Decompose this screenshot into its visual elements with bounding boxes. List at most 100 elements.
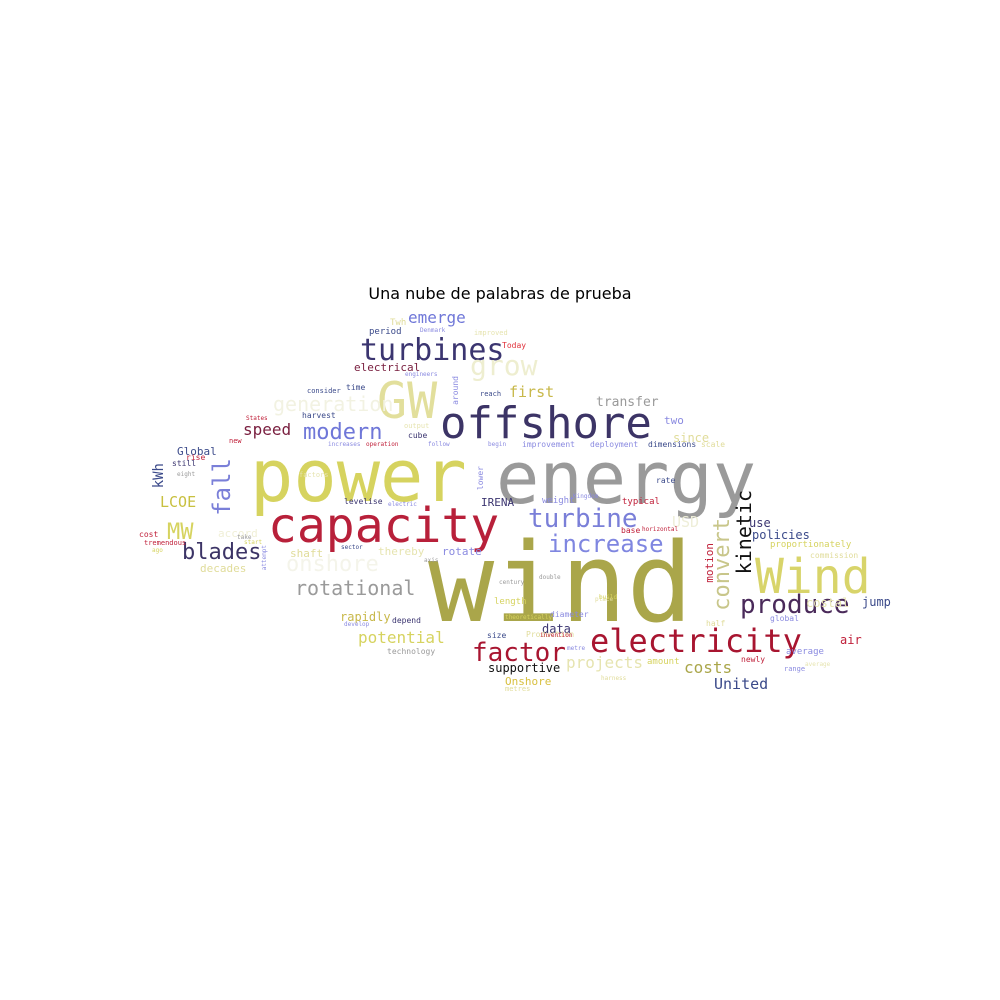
page-title: Una nube de palabras de prueba [368, 284, 632, 303]
word-transfer: transfer [596, 395, 659, 410]
word-increases: increases [328, 441, 361, 448]
word-policies: policies [752, 528, 810, 542]
word-mw: MW [167, 520, 194, 545]
word-generation: generation [273, 392, 394, 416]
word-accord: accord [218, 527, 258, 540]
word-modern: modern [303, 420, 383, 445]
word-output: output [404, 422, 430, 430]
word-develop: develop [344, 621, 370, 628]
word-eight: eight [177, 471, 196, 478]
word-electric: electric [388, 501, 417, 508]
word-fall: fall [208, 458, 236, 516]
word-usd: USD [672, 513, 700, 531]
word-capacity: capacity [268, 498, 500, 554]
word-projects: projects [566, 653, 644, 672]
word-cost: cost [139, 530, 159, 539]
word-thereby: thereby [378, 545, 425, 558]
word-turbines: turbines [360, 333, 505, 368]
word-electricity: electricity [590, 622, 802, 660]
word-air: air [840, 633, 862, 647]
word-length: length [494, 597, 527, 607]
word-weight: weight [542, 496, 575, 506]
word-motion: motion [703, 543, 716, 583]
word-costal: costal [806, 596, 850, 610]
word-factors: factors [299, 471, 329, 479]
word-turbine: turbine [528, 504, 638, 534]
word-states: States [246, 415, 268, 422]
word-average: average [786, 647, 824, 657]
word-build: build [599, 594, 618, 601]
word-potential: potential [358, 628, 445, 647]
word-metres: metres [505, 685, 531, 693]
word-since: since [673, 431, 710, 445]
word-begin: begin [488, 441, 507, 448]
word-century: century [499, 579, 525, 586]
word-wind: Wind [755, 549, 871, 605]
word-shaft: shaft [290, 547, 324, 560]
word-improvement: improvement [522, 440, 575, 449]
word-typical: typical [622, 497, 660, 507]
word-gw: GW [377, 372, 438, 430]
word-improved: improved [474, 329, 508, 337]
word-factor: factor [472, 638, 566, 668]
word-proportionately: proportionately [770, 540, 852, 550]
word-amount: amount [647, 657, 680, 667]
word-dimensions: dimensions [648, 440, 697, 449]
word-rate: rate [656, 476, 676, 485]
word-energy: energy [496, 436, 757, 520]
word-harness: harness [601, 675, 627, 682]
word-reach: reach [480, 390, 502, 398]
word-grow: grow [470, 349, 538, 382]
word-metre: metre [567, 645, 586, 652]
word-rapidly: rapidly [340, 610, 391, 624]
word-offshore: offshore [440, 398, 652, 449]
word-emerge: emerge [408, 308, 466, 327]
word-around: around [451, 376, 460, 405]
word-half: half [706, 619, 726, 628]
word-horizontal: horizontal [642, 526, 679, 533]
word-denmark: Denmark [420, 327, 446, 334]
word-lcoe: LCOE [160, 493, 197, 511]
word-kwh: kWh [151, 463, 167, 489]
word-global: global [770, 614, 799, 623]
word-harvest: harvest [302, 411, 336, 420]
word-global: Global [177, 445, 217, 458]
word-rotational: rotational [295, 576, 416, 600]
word-engineers: engineers [405, 371, 438, 378]
word-kingdom: Kingdom [573, 493, 599, 500]
word-levelise: levelise [344, 497, 383, 506]
word-speed: speed [243, 420, 292, 439]
word-blades: blades [182, 540, 262, 565]
word-deployment: deployment [590, 440, 639, 449]
word-tremendous: tremendous [144, 539, 187, 547]
word-start: start [244, 539, 263, 546]
word-electrical: electrical [354, 361, 421, 374]
word-scale: scale [701, 440, 726, 449]
word-decades: decades [200, 562, 247, 575]
word-size: size [487, 631, 507, 640]
word-ago: ago [152, 547, 163, 554]
word-onshore: onshore [286, 552, 379, 577]
word-follow: follow [428, 441, 450, 448]
word-lower: lower [476, 466, 485, 491]
word-average: average [805, 661, 831, 668]
word-power: power [250, 434, 467, 518]
word-costs: costs [684, 658, 733, 677]
word-produce: produce [740, 590, 850, 620]
word-consider: consider [307, 387, 341, 395]
word-axis: axis [424, 557, 439, 564]
word-kinetic: kinetic [732, 490, 756, 575]
word-first: first [509, 383, 555, 401]
word-irena: IRENA [481, 496, 515, 509]
word-take: take [237, 534, 252, 541]
word-use: use [749, 516, 771, 530]
word-cube: cube [408, 431, 428, 440]
word-place: place [595, 596, 614, 603]
word-still: still [172, 459, 197, 468]
word-rise: rise [186, 453, 206, 462]
word-theoretically: theoretically [505, 614, 552, 621]
word-twh: Twh [390, 318, 407, 328]
word-range: range [784, 665, 806, 673]
word-time: time [346, 383, 366, 392]
